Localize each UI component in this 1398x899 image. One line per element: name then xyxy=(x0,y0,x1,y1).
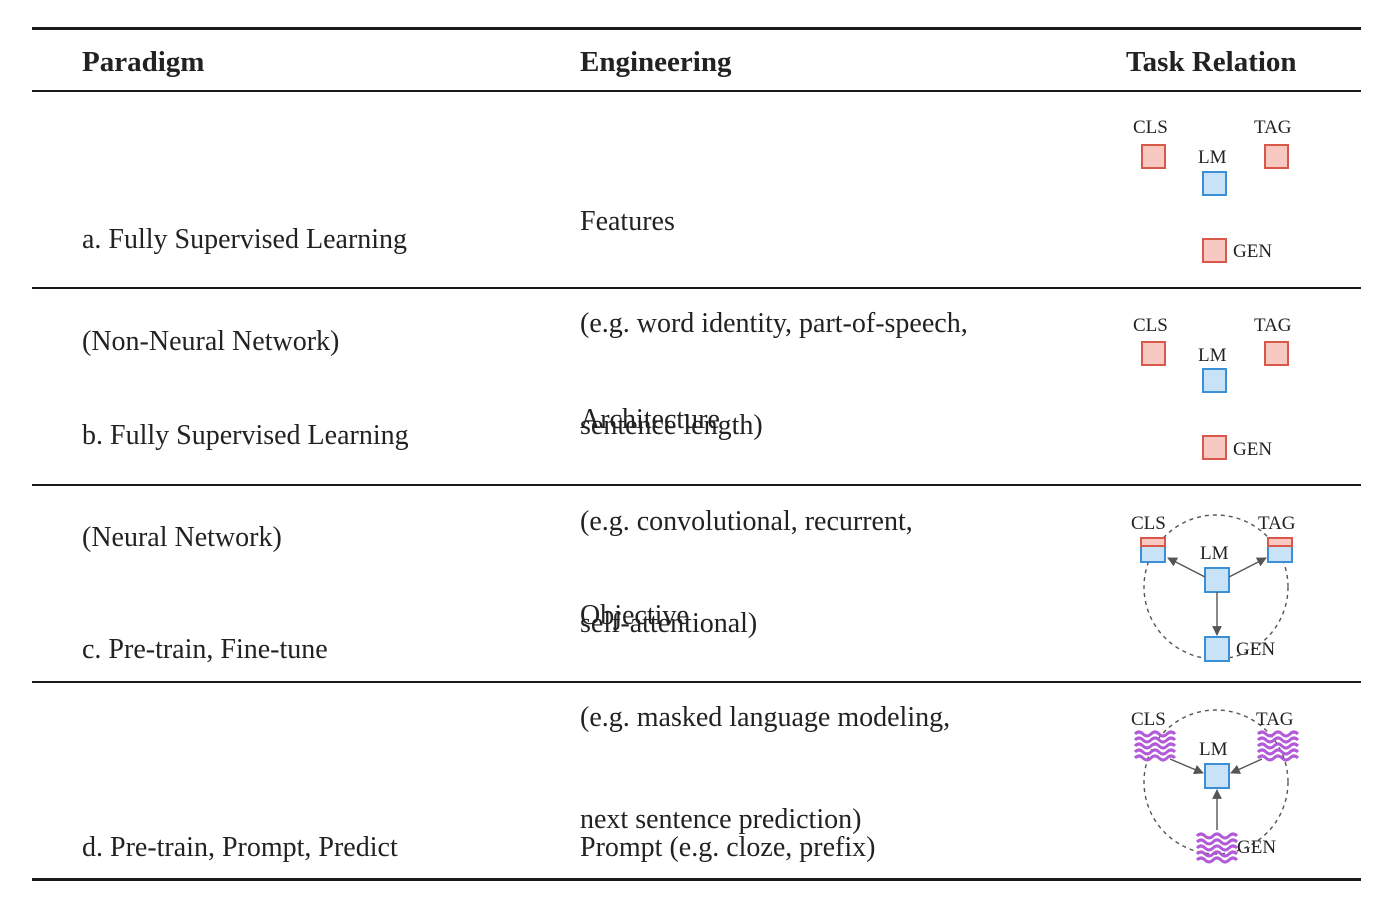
arrow-to-cls xyxy=(1167,557,1206,578)
arrow-from-cls xyxy=(1169,758,1204,775)
lm-box xyxy=(1202,171,1227,196)
engineering-name: Prompt (e.g. cloze, prefix) xyxy=(580,832,876,863)
task-relation-diagram: CLS TAG LM GEN xyxy=(1131,709,1300,864)
gen-label: GEN xyxy=(1233,241,1272,262)
cls-label: CLS xyxy=(1131,513,1166,534)
arrow-to-tag xyxy=(1228,557,1267,578)
tag-label: TAG xyxy=(1254,117,1292,138)
header-engineering: Engineering xyxy=(580,46,732,78)
lm-box xyxy=(1202,368,1227,393)
paradigm-name: a. Fully Supervised Learning xyxy=(82,224,408,255)
row-separator xyxy=(32,287,1361,289)
cls-prompt-icon xyxy=(1133,730,1177,762)
engineering-cell: Objective (e.g. masked language modeling… xyxy=(580,531,950,871)
gen-label: GEN xyxy=(1233,439,1272,460)
header-paradigm: Paradigm xyxy=(82,46,205,78)
task-relation-diagram: CLS TAG LM GEN xyxy=(1133,315,1292,460)
tag-task-box xyxy=(1264,144,1289,169)
engineering-detail: (e.g. masked language modeling, xyxy=(580,702,951,733)
task-relation-diagram: CLS TAG LM GEN xyxy=(1131,513,1296,662)
tag-label: TAG xyxy=(1256,709,1294,730)
paradigm-detail: (Neural Network) xyxy=(82,522,282,553)
lm-label: LM xyxy=(1198,345,1227,366)
lm-label: LM xyxy=(1200,543,1229,564)
lm-label: LM xyxy=(1198,147,1227,168)
gen-label: GEN xyxy=(1237,837,1276,858)
cls-label: CLS xyxy=(1133,117,1168,138)
row-separator xyxy=(32,681,1361,683)
lm-label: LM xyxy=(1199,739,1228,760)
paradigm-name: c. Pre-train, Fine-tune xyxy=(82,634,328,665)
cls-task-box xyxy=(1141,144,1166,169)
table-row: b. Fully Supervised Learning (Neural Net… xyxy=(82,351,409,589)
paradigm-detail: (Non-Neural Network) xyxy=(82,326,340,357)
tag-task-box xyxy=(1264,341,1289,366)
engineering-name: Objective xyxy=(580,600,689,631)
cls-label: CLS xyxy=(1131,709,1166,730)
gen-prompt-icon xyxy=(1195,832,1239,864)
row-separator xyxy=(32,484,1361,486)
tag-task-head xyxy=(1267,537,1293,547)
paradigm-name: d. Pre-train, Prompt, Predict xyxy=(82,832,398,863)
engineering-cell: Architecture (e.g. convolutional, recurr… xyxy=(580,335,913,675)
engineering-detail: (e.g. convolutional, recurrent, xyxy=(580,506,913,537)
task-relation-diagram: CLS TAG LM GEN xyxy=(1133,117,1292,263)
tag-prompt-icon xyxy=(1256,730,1300,762)
header-task-relation: Task Relation xyxy=(1126,46,1297,78)
table-row: c. Pre-train, Fine-tune xyxy=(82,565,328,701)
bottom-rule xyxy=(32,878,1361,881)
engineering-cell: Prompt (e.g. cloze, prefix) xyxy=(580,763,875,899)
cls-task-head xyxy=(1140,537,1166,547)
engineering-detail: (e.g. word identity, part-of-speech, xyxy=(580,308,968,339)
arrow-from-tag xyxy=(1230,758,1263,774)
dashed-circle xyxy=(1143,709,1289,855)
table-row: a. Fully Supervised Learning (Non-Neural… xyxy=(82,155,407,393)
tag-label: TAG xyxy=(1254,315,1292,336)
paradigm-name: b. Fully Supervised Learning xyxy=(82,420,409,451)
gen-task-box xyxy=(1202,238,1227,263)
lm-box xyxy=(1204,567,1230,593)
top-rule xyxy=(32,27,1361,30)
table-row: d. Pre-train, Prompt, Predict xyxy=(82,763,398,899)
engineering-name: Architecture xyxy=(580,404,720,435)
gen-task-box xyxy=(1202,435,1227,460)
engineering-name: Features xyxy=(580,206,675,237)
tag-label: TAG xyxy=(1258,513,1296,534)
engineering-detail: sentence length) xyxy=(580,410,763,441)
cls-task-box xyxy=(1141,341,1166,366)
gen-task-box xyxy=(1204,636,1230,662)
gen-label: GEN xyxy=(1236,639,1275,660)
engineering-detail: next sentence prediction) xyxy=(580,804,862,835)
cls-label: CLS xyxy=(1133,315,1168,336)
engineering-cell: Features (e.g. word identity, part-of-sp… xyxy=(580,137,968,477)
lm-box xyxy=(1204,763,1230,789)
engineering-detail: self-attentional) xyxy=(580,608,758,639)
header-rule xyxy=(32,90,1361,92)
